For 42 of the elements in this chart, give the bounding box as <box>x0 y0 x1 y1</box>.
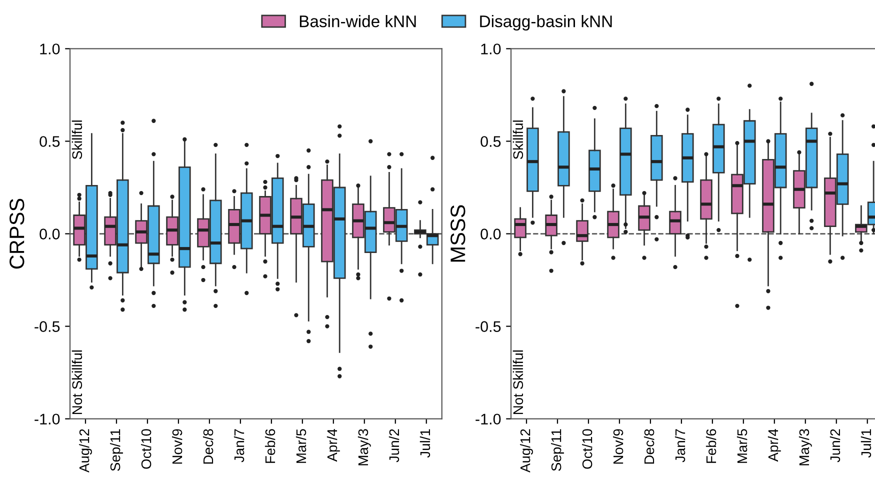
y-tick-label: -1.0 <box>34 414 60 425</box>
annotation: Not Skillful <box>512 350 524 414</box>
y-tick-label: 0.5 <box>40 136 60 147</box>
x-tick-label: Apr/4 <box>768 428 781 462</box>
y-tick-label: 0.0 <box>40 228 60 240</box>
x-tick-label: Dec/8 <box>202 429 214 464</box>
x-tick-label: Oct/10 <box>141 429 152 469</box>
x-tick-label: Jun/2 <box>830 429 840 462</box>
x-tick-label: Feb/6 <box>706 429 716 463</box>
x-tick-label: Jan/7 <box>674 429 686 462</box>
x-tick-label: Mar/5 <box>296 429 306 463</box>
annotation: Skillful <box>72 120 82 160</box>
x-tick-label: Dec/8 <box>644 429 654 464</box>
x-tick-label: Aug/12 <box>520 429 533 473</box>
x-tick-label: Apr/4 <box>326 428 340 462</box>
x-tick-label: May/3 <box>798 429 812 466</box>
y-tick-label: -0.5 <box>476 321 501 332</box>
x-tick-label: Mar/5 <box>736 429 748 463</box>
legend-label: Basin-wide kNN <box>300 15 416 28</box>
y-tick-label: -0.5 <box>34 321 60 332</box>
x-tick-label: Jun/2 <box>388 429 400 462</box>
x-tick-label: Nov/9 <box>612 429 624 464</box>
x-tick-label: May/3 <box>358 429 371 466</box>
y-axis-title: MSSS <box>450 205 466 262</box>
x-tick-label: Sep/11 <box>551 429 564 471</box>
y-axis-title: CRPSS <box>10 198 24 269</box>
x-tick-label: Sep/11 <box>110 429 123 471</box>
y-tick-label: 1.0 <box>40 44 60 54</box>
x-tick-label: Jul/1 <box>420 429 430 458</box>
x-tick-label: Oct/10 <box>582 429 592 469</box>
x-tick-label: Jul/1 <box>860 429 872 458</box>
y-tick-label: 1.0 <box>481 44 501 54</box>
y-tick-label: 0.5 <box>480 136 501 147</box>
x-tick-label: Jan/7 <box>234 429 244 462</box>
y-tick-label: 0.0 <box>480 228 501 240</box>
annotation: Skillful <box>512 120 524 160</box>
x-tick-label: Feb/6 <box>264 429 276 463</box>
y-tick-label: -1.0 <box>476 414 501 425</box>
legend-label: Disagg-basin kNN <box>480 15 612 31</box>
annotation: Not Skillful <box>72 350 82 414</box>
x-tick-label: Nov/9 <box>172 429 182 464</box>
x-tick-label: Aug/12 <box>79 429 92 473</box>
